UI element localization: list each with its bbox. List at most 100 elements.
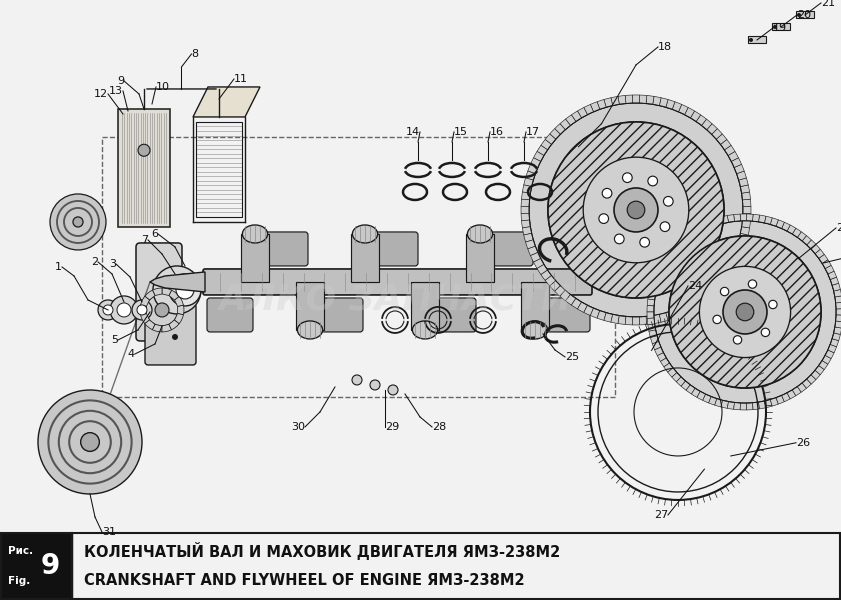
Text: 17: 17 [526,127,540,137]
Ellipse shape [468,225,493,243]
Text: 13: 13 [109,86,123,96]
Polygon shape [825,265,834,274]
Polygon shape [833,289,841,297]
Circle shape [38,390,142,494]
Polygon shape [724,145,735,155]
Bar [748,36,766,43]
Polygon shape [578,107,588,118]
Circle shape [153,266,201,314]
Polygon shape [537,265,547,275]
Polygon shape [584,104,594,115]
Ellipse shape [242,225,267,243]
Polygon shape [711,281,722,291]
Polygon shape [679,104,688,115]
Polygon shape [733,214,740,221]
Polygon shape [709,397,717,405]
Polygon shape [618,316,626,325]
Polygon shape [565,115,576,125]
Polygon shape [727,401,734,409]
Polygon shape [646,316,654,325]
Polygon shape [797,232,807,241]
Polygon shape [648,299,654,306]
Circle shape [622,173,632,182]
Polygon shape [690,111,701,122]
Polygon shape [676,238,685,247]
Polygon shape [648,293,656,300]
Polygon shape [686,385,696,394]
Circle shape [50,194,106,250]
Text: 8: 8 [192,49,198,59]
Circle shape [529,103,743,317]
Polygon shape [825,350,834,359]
Text: 11: 11 [234,74,248,84]
Polygon shape [822,260,831,269]
Circle shape [664,196,673,206]
Polygon shape [533,151,544,161]
Polygon shape [611,97,619,106]
Polygon shape [653,314,661,323]
Text: 28: 28 [432,422,447,432]
Polygon shape [681,381,690,390]
Polygon shape [717,134,727,145]
Polygon shape [738,233,748,242]
Polygon shape [832,283,840,291]
Polygon shape [753,402,759,410]
Text: 23: 23 [836,223,841,233]
Text: 4: 4 [128,349,135,359]
Polygon shape [660,358,669,367]
Polygon shape [555,286,565,296]
Polygon shape [781,222,791,231]
Polygon shape [697,391,706,400]
Circle shape [137,305,147,315]
Text: 16: 16 [490,127,504,137]
Polygon shape [733,403,740,410]
Polygon shape [819,254,828,263]
Polygon shape [721,139,731,150]
Bar [466,234,494,282]
Circle shape [797,13,801,17]
Polygon shape [571,298,582,309]
Polygon shape [836,309,841,315]
Circle shape [653,221,836,403]
Polygon shape [830,338,838,347]
Circle shape [146,294,178,326]
Text: 26: 26 [796,438,810,448]
Polygon shape [703,394,711,403]
Polygon shape [836,315,841,322]
Text: 27: 27 [653,510,668,520]
Circle shape [736,303,754,321]
Polygon shape [685,302,695,313]
Polygon shape [625,316,632,325]
Polygon shape [807,375,816,384]
Text: 15: 15 [454,127,468,137]
Polygon shape [759,215,766,223]
Polygon shape [797,383,807,392]
Text: Fig.: Fig. [8,576,30,586]
Polygon shape [545,275,556,286]
Polygon shape [715,217,722,225]
Polygon shape [696,115,706,125]
Polygon shape [776,395,785,404]
Circle shape [81,433,99,451]
Polygon shape [747,214,753,221]
Polygon shape [815,365,824,374]
Polygon shape [685,107,695,118]
Polygon shape [770,398,779,406]
Text: 29: 29 [385,422,399,432]
Polygon shape [555,124,565,134]
Circle shape [117,303,131,317]
Text: 1: 1 [55,262,62,272]
Circle shape [73,217,83,227]
Polygon shape [145,290,155,300]
FancyBboxPatch shape [372,232,418,266]
Polygon shape [737,240,747,249]
Polygon shape [522,185,532,193]
Polygon shape [743,206,751,214]
Polygon shape [521,206,529,214]
Polygon shape [747,403,753,410]
Polygon shape [162,288,172,296]
Polygon shape [807,240,816,249]
Polygon shape [169,320,179,330]
FancyBboxPatch shape [136,243,182,341]
Text: 9: 9 [117,76,124,86]
